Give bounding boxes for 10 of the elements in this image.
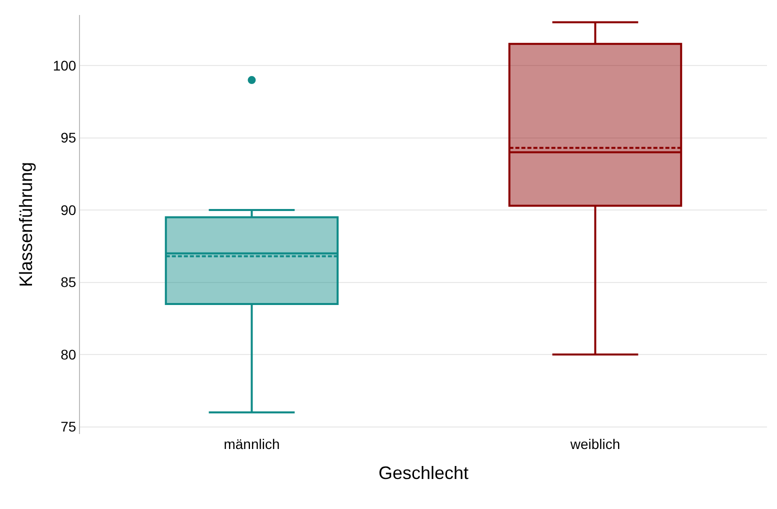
- y-tick-label: 100: [52, 57, 76, 74]
- y-tick-label: 90: [60, 202, 76, 218]
- x-tick-label: männlich: [224, 436, 280, 452]
- x-axis-title: Geschlecht: [378, 463, 469, 484]
- y-tick-label: 75: [60, 418, 76, 435]
- y-axis-title: Klassenführung: [16, 162, 36, 288]
- y-tick-label: 95: [60, 130, 76, 146]
- y-tick-label: 85: [60, 274, 76, 290]
- y-tick-label: 80: [60, 346, 76, 362]
- x-tick-label: weiblich: [569, 436, 620, 452]
